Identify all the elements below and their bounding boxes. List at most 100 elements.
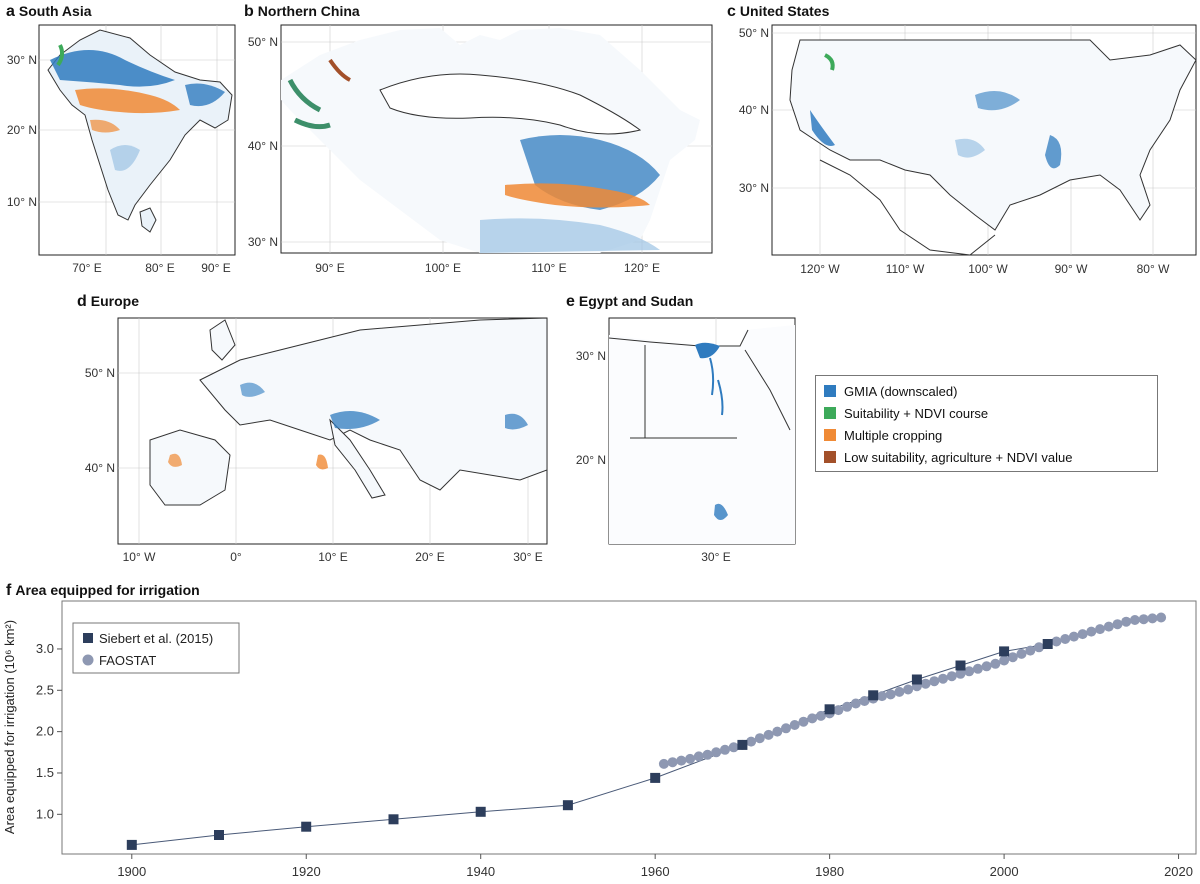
faostat-point-1976 (789, 720, 800, 730)
faostat-point-1965 (693, 751, 704, 762)
coast-mexico (819, 159, 996, 255)
x-tick-label-1940: 1940 (466, 864, 495, 879)
irrigation-area-chart: 1900 1920 1940 1960 1980 2000 2020 1.0 1.5 2.0 2.5… (2, 600, 1197, 879)
x-tick-label-1980: 1980 (815, 864, 844, 879)
faostat-point-1991 (920, 678, 931, 689)
faostat-point-2010 (1086, 626, 1097, 637)
y-tick-c-2: 30° N (739, 181, 769, 195)
legend-label-multiple-cropping: Multiple cropping (844, 427, 943, 443)
faostat-point-2017 (1147, 613, 1158, 624)
x-tick-b-3: 120° E (624, 261, 660, 275)
legend-label-gmia: GMIA (downscaled) (844, 383, 958, 399)
siebert-point-1920 (301, 821, 312, 832)
siebert-point-1950 (562, 800, 573, 811)
map-content-c (772, 25, 1196, 255)
x-tick-d-0: 10° W (123, 550, 156, 564)
y-tick-label-0: 1.0 (36, 806, 54, 821)
faostat-point-1969 (728, 742, 739, 753)
chart-legend-marker-siebert (83, 633, 93, 643)
chart-legend-label-faostat: FAOSTAT (99, 653, 156, 668)
siebert-point-1910 (214, 830, 224, 840)
faostat-point-2016 (1138, 614, 1149, 625)
panel-d-title: d Europe (77, 293, 139, 311)
faostat-point-1987 (885, 689, 896, 700)
map-axis-labels-e: 30° N 20° N 30° E (576, 349, 731, 564)
cropping-sardinia (316, 454, 328, 470)
panel-d-title-text: Europe (90, 293, 140, 309)
map-legend-item-low-suitability: Low suitability, agriculture + NDVI valu… (824, 446, 1149, 468)
siebert-point-1930 (388, 814, 399, 825)
y-tick-label-1: 1.5 (36, 765, 54, 780)
faostat-point-2009 (1077, 629, 1088, 640)
faostat-point-2001 (1007, 652, 1018, 663)
x-tick-label-1900: 1900 (117, 864, 146, 879)
map-panel-united-states: 50° N 40° N 30° N 120° W 110° W 100° W 9… (739, 24, 1197, 276)
irrigation-mississippi (1045, 135, 1062, 169)
map-content-b (281, 25, 712, 253)
faostat-point-1993 (938, 673, 948, 684)
x-tick-label-2000: 2000 (990, 864, 1019, 879)
chart-marks (126, 612, 1167, 850)
chart-legend-box (72, 622, 240, 674)
siebert-point-2000 (999, 646, 1010, 657)
chart-legend-label-siebert: Siebert et al. (2015) (99, 631, 213, 646)
x-tick-d-2: 10° E (318, 550, 347, 564)
faostat-point-1989 (903, 684, 914, 695)
faostat-point-1982 (842, 701, 853, 712)
y-tick-e-0: 30° N (576, 349, 606, 363)
faostat-point-1979 (815, 710, 826, 721)
map-axis-labels-a: 30° N 20° N 10° N 70° E 80° E 90° E (7, 53, 231, 275)
faostat-point-1981 (833, 705, 844, 716)
cropping-north-china (505, 183, 650, 208)
panel-d-letter: d (77, 293, 87, 310)
faostat-point-1968 (720, 744, 730, 755)
siebert-point-1985 (868, 690, 879, 701)
map-legend-item-suitability: Suitability + NDVI course (824, 402, 1149, 424)
map-axis-labels-d: 50° N 40° N 10° W 0° 10° E 20° E 30° E (85, 366, 543, 564)
faostat-point-1971 (746, 736, 757, 747)
x-tick-c-3: 90° W (1055, 262, 1088, 276)
faostat-point-1972 (754, 733, 765, 744)
y-tick-d-0: 50° N (85, 366, 115, 380)
panel-e-letter: e (566, 293, 575, 310)
y-tick-label-2: 2.0 (36, 724, 54, 739)
panel-c-title-text: United States (739, 3, 830, 19)
irrigation-nile-valley (709, 357, 724, 416)
chart-legend: Siebert et al. (2015) FAOSTAT (72, 622, 240, 674)
siebert-point-2005 (1042, 639, 1053, 649)
faostat-point-1986 (877, 691, 887, 702)
legend-swatch-suitability (824, 407, 836, 419)
panel-e-title-text: Egypt and Sudan (578, 293, 694, 309)
x-tick-c-0: 120° W (800, 262, 840, 276)
y-tick-b-0: 50° N (248, 35, 278, 49)
faostat-point-1984 (859, 696, 870, 706)
x-tick-a-0: 70° E (72, 261, 101, 275)
land-sri-lanka (139, 207, 157, 233)
map-panel-northern-china: 50° N 40° N 30° N 90° E 100° E 110° E 12… (248, 24, 713, 275)
faostat-point-2018 (1156, 612, 1167, 623)
irrigation-bangladesh (185, 83, 225, 107)
panel-c-title: c United States (727, 3, 829, 21)
irrigation-gezira (714, 503, 728, 520)
panel-a-letter: a (6, 3, 15, 20)
faostat-point-1992 (929, 676, 940, 687)
y-tick-label-4: 3.0 (36, 641, 54, 656)
cropping-central-india (90, 119, 120, 133)
y-tick-a-0: 30° N (7, 53, 37, 67)
low-suitability-region (328, 58, 351, 82)
x-tick-c-2: 100° W (968, 262, 1008, 276)
map-content-e (609, 318, 795, 544)
legend-swatch-multiple-cropping (824, 429, 836, 441)
map-content-a (39, 25, 235, 255)
panel-f-title-text: Area equipped for irrigation (15, 582, 200, 598)
irrigation-indus-ganges (50, 50, 175, 87)
irrigation-texas (955, 138, 985, 158)
faostat-point-1994 (946, 671, 957, 682)
faostat-point-1988 (894, 686, 905, 697)
land-italy (329, 418, 386, 499)
faostat-point-1967 (711, 747, 722, 758)
x-tick-a-1: 80° E (145, 261, 174, 275)
siebert-point-1940 (475, 806, 486, 817)
y-tick-c-1: 40° N (739, 103, 769, 117)
land-britain (209, 319, 236, 361)
